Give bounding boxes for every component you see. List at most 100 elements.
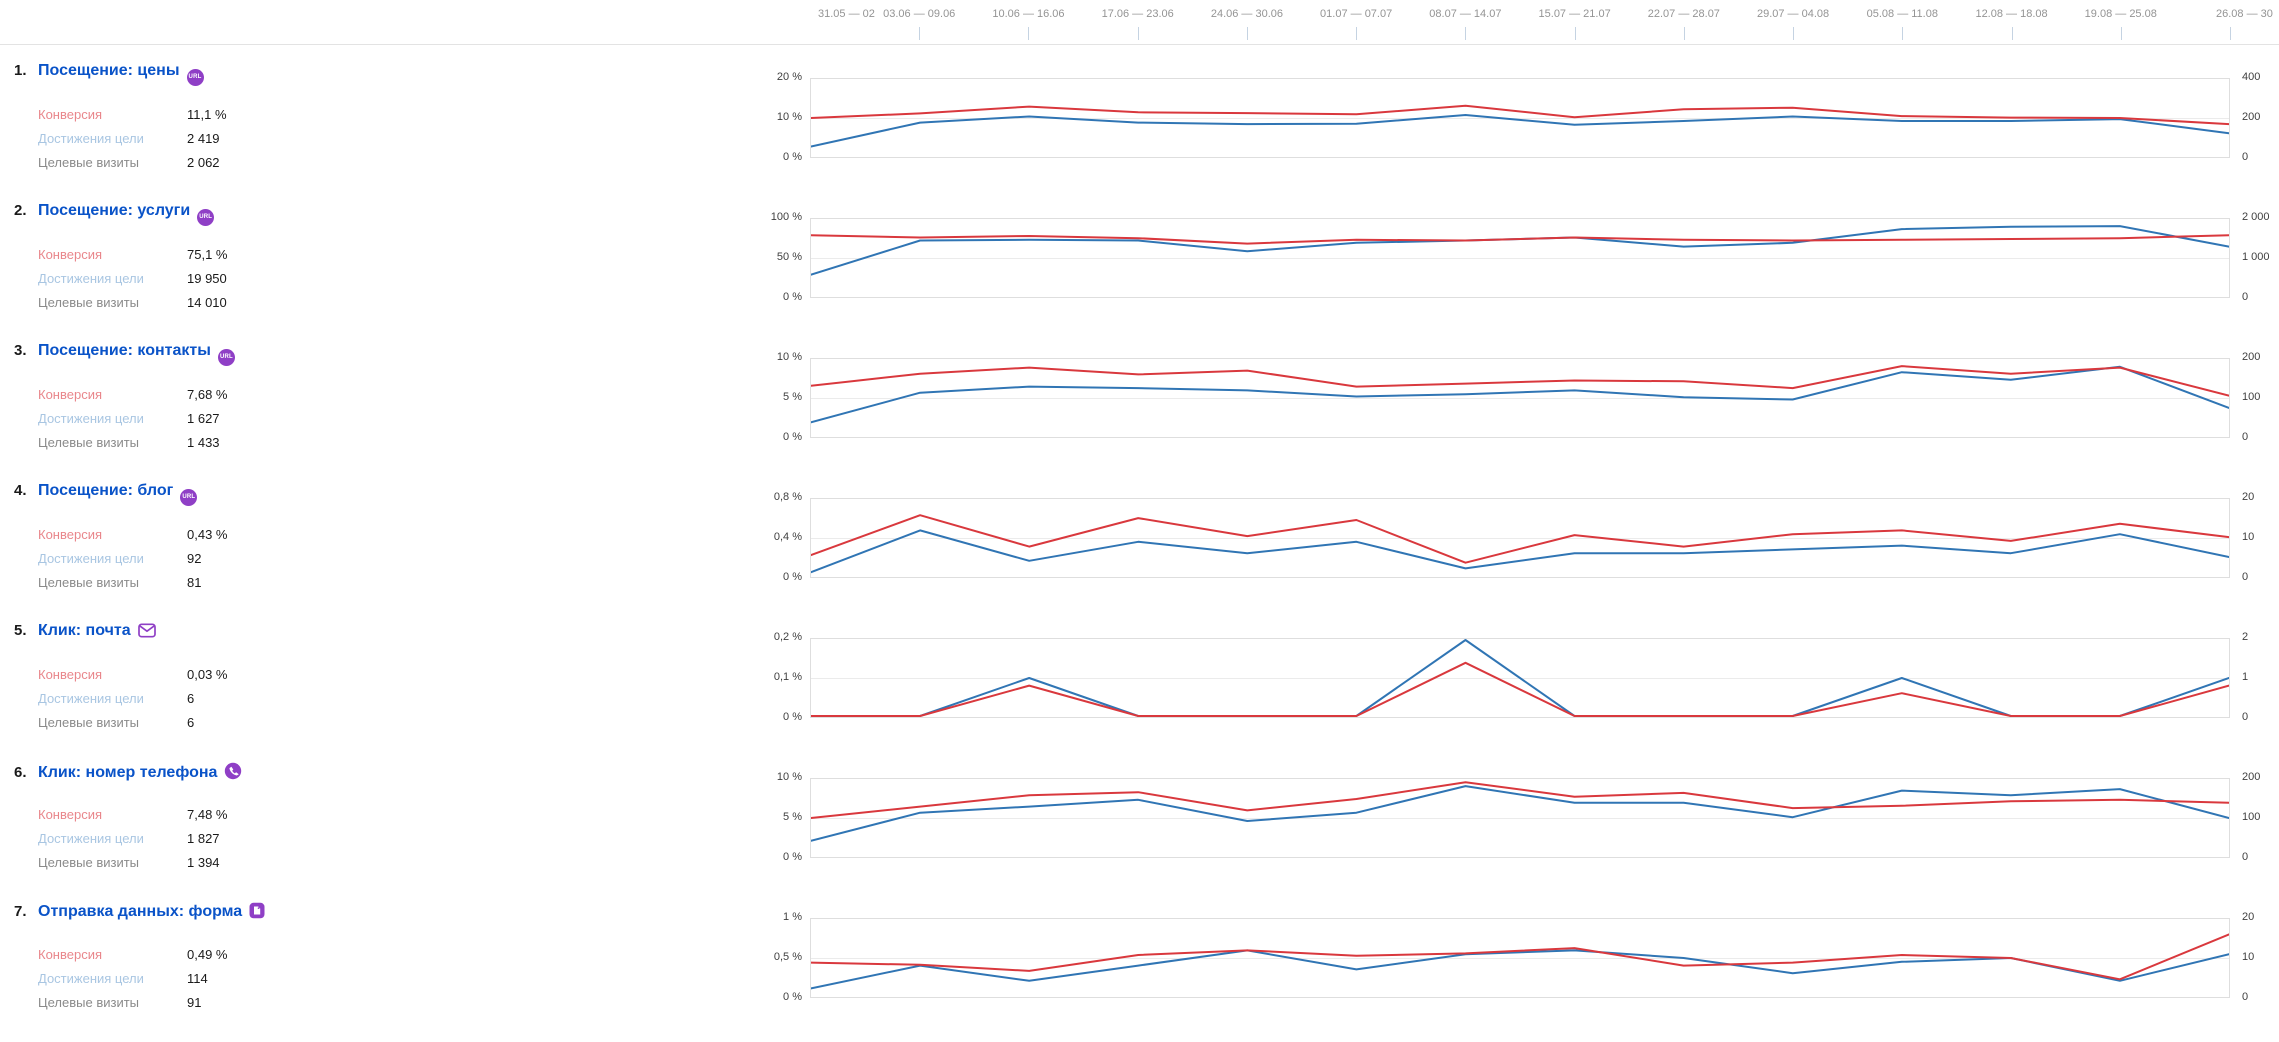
goal-reaches-value: 92 — [187, 551, 202, 566]
target-visits-label: Целевые визиты — [38, 295, 140, 310]
left-axis-tick-label: 0 % — [783, 851, 802, 863]
goal-heading: 6. Клик: номер телефона — [14, 762, 242, 782]
left-axis-tick-label: 0 % — [783, 151, 802, 163]
goal-title-link[interactable]: Клик: номер телефона — [38, 764, 218, 781]
date-range-label: 15.07 — 21.07 — [1538, 8, 1611, 20]
goal-reaches-label: Достижения цели — [38, 411, 144, 426]
goal-row: 3. Посещение: контакты URL Конверсия 7,68 %… — [14, 342, 794, 482]
goal-number: 2. — [14, 202, 27, 219]
left-axis-tick-label: 0,5 % — [773, 951, 802, 963]
gridline — [811, 258, 2229, 259]
target-visits-label: Целевые визиты — [38, 855, 140, 870]
goal-reaches-value: 1 827 — [187, 831, 220, 846]
date-range-label: 01.07 — 07.07 — [1320, 8, 1393, 20]
conversion-value: 0,43 % — [187, 527, 228, 542]
conversion-line — [811, 365, 2229, 397]
date-tick-mark — [2230, 27, 2231, 40]
left-axis-tick-label: 50 % — [776, 251, 802, 263]
goal-reaches-label: Достижения цели — [38, 551, 144, 566]
goal-title-link[interactable]: Посещение: контакты — [38, 342, 211, 359]
right-axis-tick-label: 100 — [2242, 811, 2261, 823]
right-axis-tick-label: 200 — [2242, 771, 2261, 783]
right-axis-tick-label: 0 — [2242, 431, 2249, 443]
target-visits-value: 2 062 — [187, 155, 220, 170]
goal-row: 4. Посещение: блог URL Конверсия 0,43 % Дос… — [14, 482, 794, 622]
date-tick-mark — [919, 27, 921, 40]
goal-row: 7. Отправка данных: форма Конверсия 0,49 %… — [14, 902, 794, 1042]
left-axis-tick-label: 5 % — [783, 391, 802, 403]
goal-heading: 2. Посещение: услуги URL — [14, 202, 215, 226]
goal-reaches-line — [811, 785, 2229, 842]
goal-reaches-value: 1 627 — [187, 411, 220, 426]
date-range-label: 29.07 — 04.08 — [1756, 8, 1830, 20]
goal-number: 6. — [14, 764, 27, 781]
goal-trend-chart[interactable] — [810, 638, 2230, 718]
target-visits-value: 14 010 — [187, 295, 227, 310]
form-icon — [249, 902, 265, 919]
goal-reaches-line — [811, 225, 2229, 276]
left-axis-tick-label: 0,1 % — [773, 671, 802, 683]
gridline — [811, 818, 2229, 819]
goal-number: 7. — [14, 903, 27, 920]
date-tick-mark — [1902, 27, 1904, 40]
conversion-line — [811, 661, 2229, 717]
date-range-label: 26.08 — 30 — [2216, 8, 2273, 20]
conversion-value: 75,1 % — [187, 247, 228, 262]
left-axis-tick-label: 5 % — [783, 811, 802, 823]
url-badge-icon: URL — [180, 489, 198, 506]
date-range-label: 17.06 — 23.06 — [1101, 8, 1174, 20]
conversion-value: 0,49 % — [187, 947, 228, 962]
goal-trend-chart[interactable] — [810, 78, 2230, 158]
conversion-label: Конверсия — [38, 947, 103, 962]
conversion-label: Конверсия — [38, 667, 103, 682]
goal-reaches-value: 19 950 — [187, 271, 227, 286]
right-axis-tick-label: 200 — [2242, 111, 2261, 123]
date-tick-mark — [2120, 27, 2122, 40]
date-tick-mark — [1028, 27, 1030, 40]
date-range-label: 31.05 — 02 — [818, 8, 875, 20]
goal-title-link[interactable]: Клик: почта — [38, 622, 131, 639]
conversion-label: Конверсия — [38, 107, 103, 122]
left-axis-tick-label: 0 % — [783, 431, 802, 443]
goal-trend-chart[interactable] — [810, 218, 2230, 298]
goal-title-link[interactable]: Отправка данных: форма — [38, 903, 243, 920]
goal-heading: 1. Посещение: цены URL — [14, 62, 204, 86]
goal-title-link[interactable]: Посещение: цены — [38, 62, 180, 79]
right-axis-tick-label: 0 — [2242, 291, 2249, 303]
url-badge-icon: URL — [186, 69, 204, 86]
goal-heading: 5. Клик: почта — [14, 622, 156, 640]
goal-trend-chart[interactable] — [810, 778, 2230, 858]
goal-trend-chart[interactable] — [810, 498, 2230, 578]
goal-trend-chart[interactable] — [810, 358, 2230, 438]
date-tick-mark — [1465, 27, 1467, 40]
target-visits-label: Целевые визиты — [38, 155, 140, 170]
conversion-value: 7,68 % — [187, 387, 228, 402]
date-range-label: 12.08 — 18.08 — [1975, 8, 2048, 20]
conversion-line — [811, 104, 2229, 126]
email-icon — [137, 623, 156, 638]
goal-title-link[interactable]: Посещение: услуги — [38, 202, 191, 219]
goal-reaches-value: 114 — [187, 971, 208, 986]
target-visits-label: Целевые визиты — [38, 995, 140, 1010]
goal-title-link[interactable]: Посещение: блог — [38, 482, 174, 499]
right-axis-tick-label: 0 — [2242, 851, 2249, 863]
target-visits-value: 91 — [187, 995, 202, 1010]
right-axis-tick-label: 200 — [2242, 351, 2261, 363]
date-range-label: 24.06 — 30.06 — [1210, 8, 1284, 20]
goal-reaches-label: Достижения цели — [38, 971, 144, 986]
left-axis-tick-label: 10 % — [776, 111, 802, 123]
conversion-line — [811, 234, 2229, 245]
target-visits-value: 6 — [187, 715, 195, 730]
goal-heading: 3. Посещение: контакты URL — [14, 342, 235, 366]
date-range-label: 10.06 — 16.06 — [992, 8, 1065, 20]
date-range-label: 22.07 — 28.07 — [1647, 8, 1720, 20]
date-tick-mark — [1574, 27, 1576, 40]
date-tick-mark — [1246, 27, 1248, 40]
goal-reaches-label: Достижения цели — [38, 271, 144, 286]
target-visits-value: 1 433 — [187, 435, 220, 450]
right-axis-tick-label: 0 — [2242, 711, 2249, 723]
goal-number: 4. — [14, 482, 27, 499]
goal-trend-chart[interactable] — [810, 918, 2230, 998]
right-axis-tick-label: 0 — [2242, 991, 2249, 1003]
date-tick-mark — [1793, 27, 1795, 40]
